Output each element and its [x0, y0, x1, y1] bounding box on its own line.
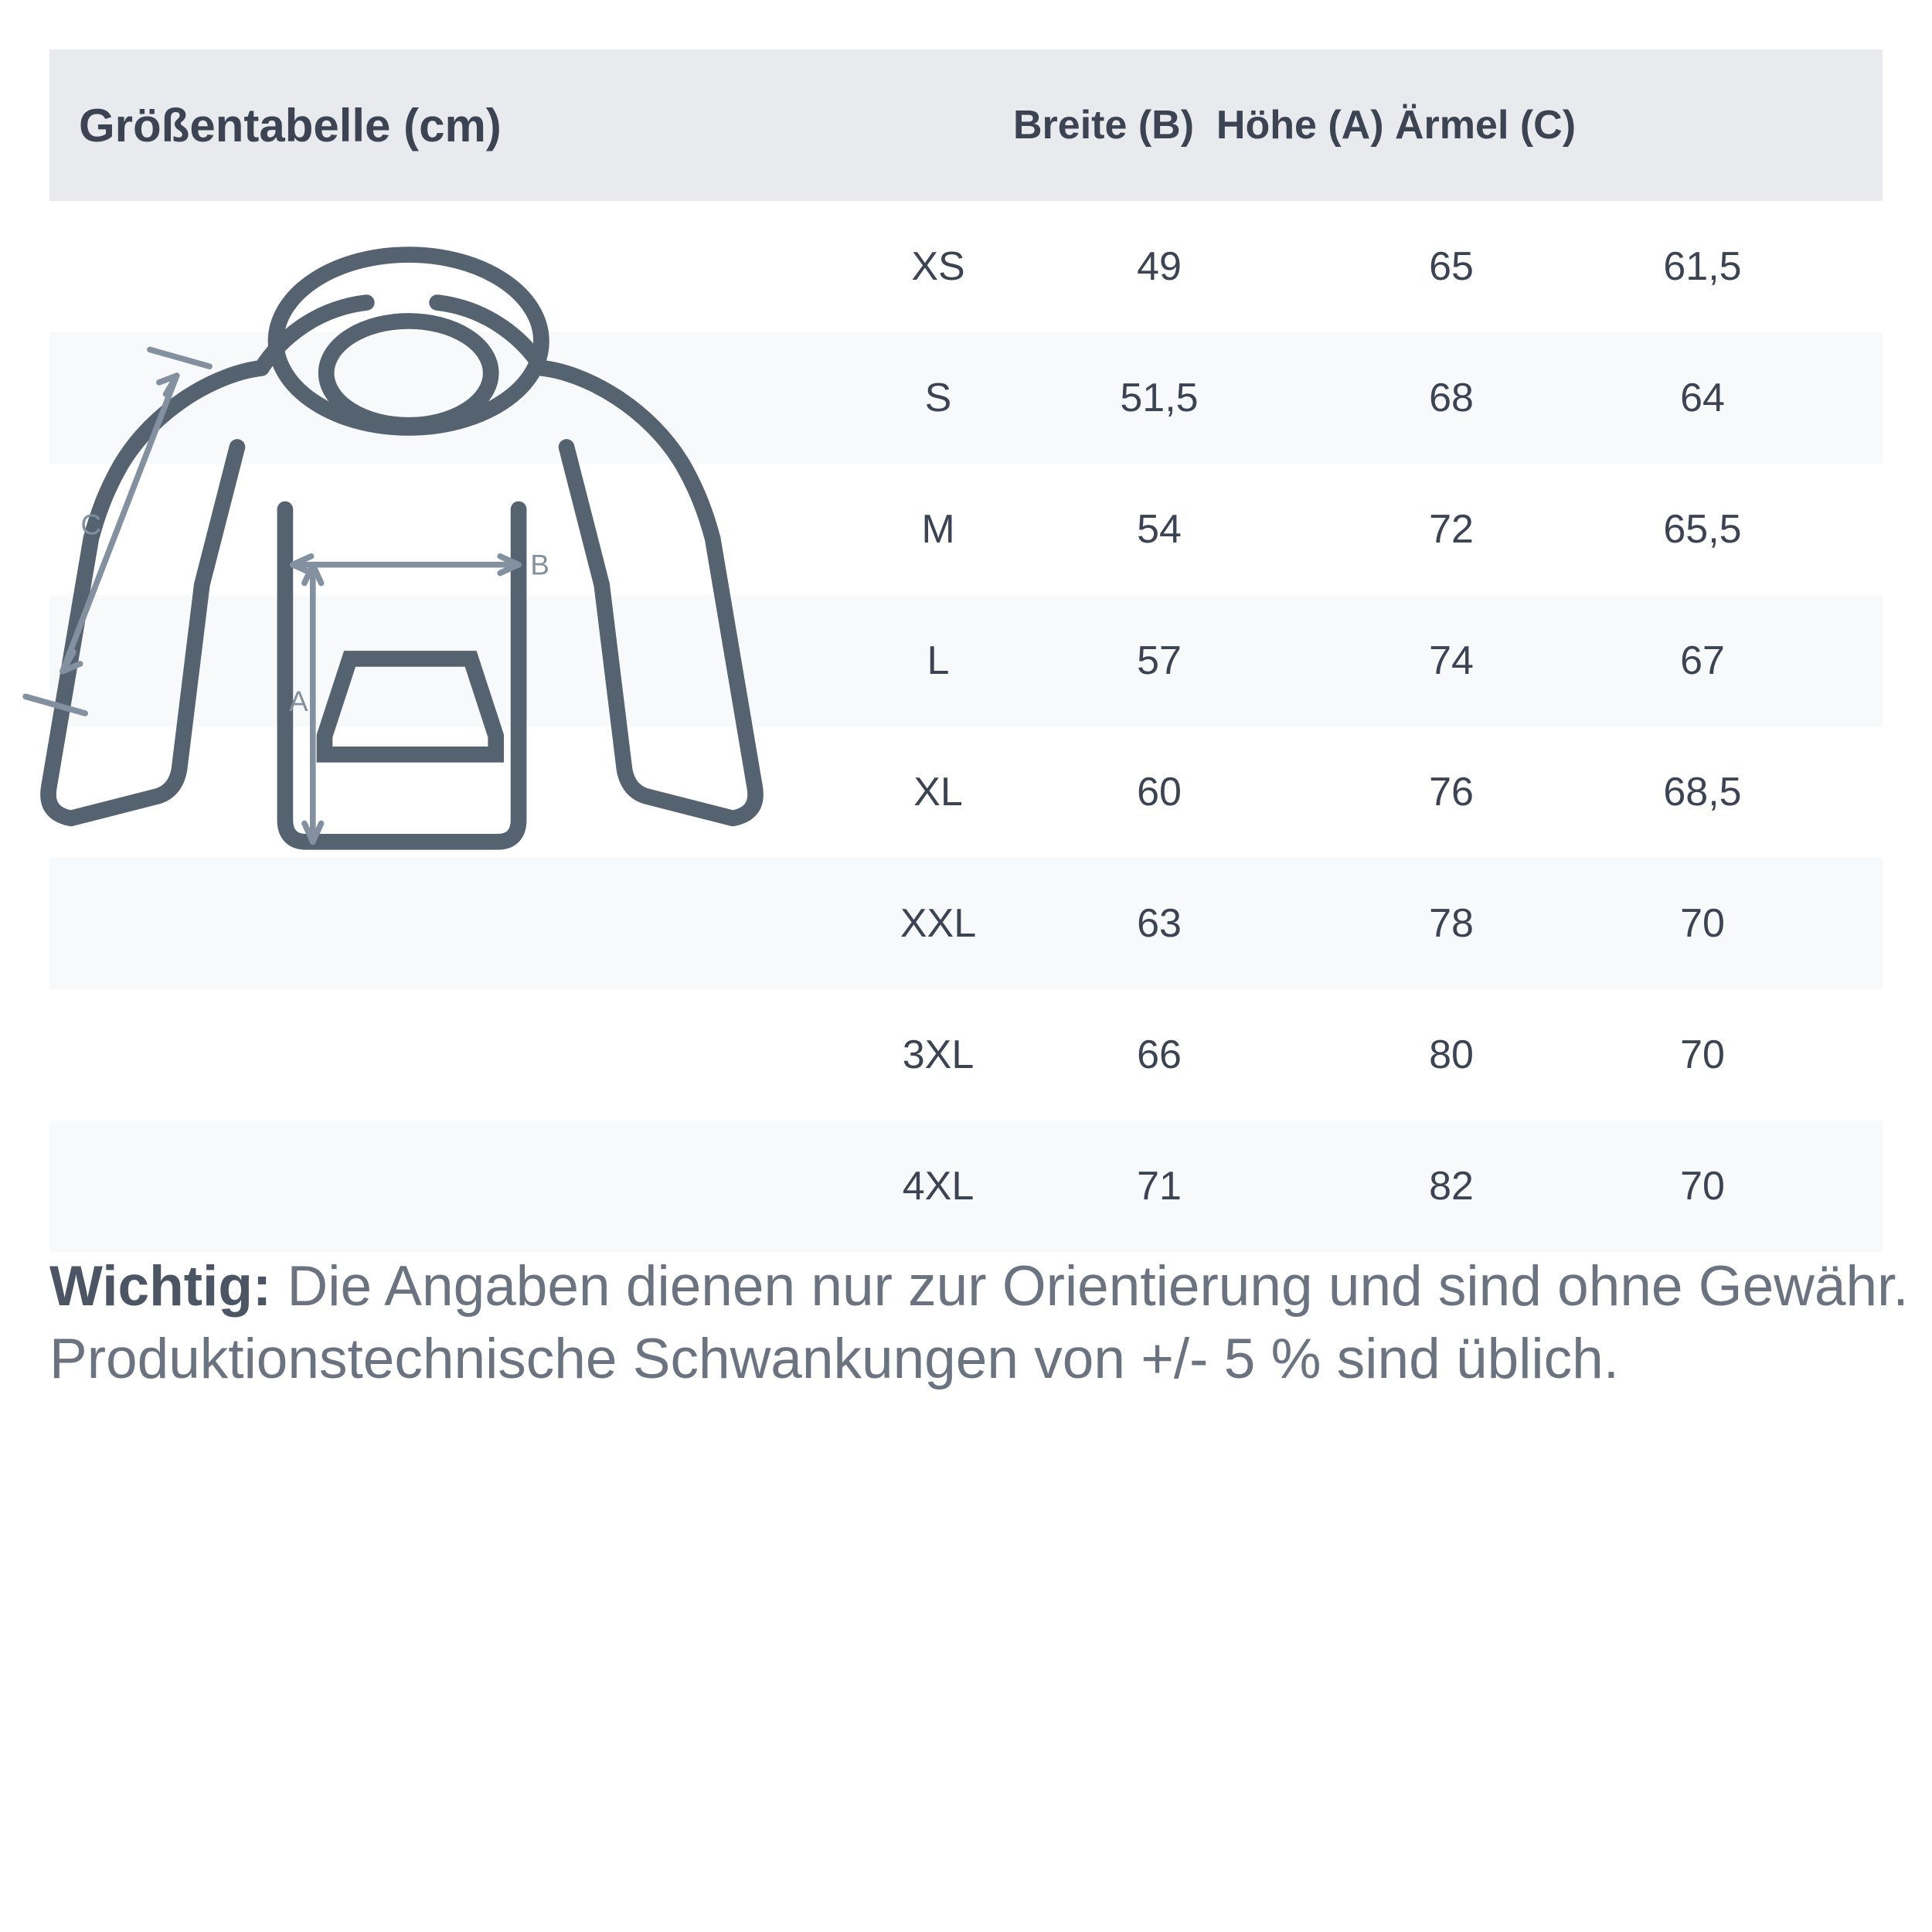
svg-text:C: C [80, 509, 101, 541]
svg-text:B: B [530, 549, 549, 581]
svg-text:A: A [289, 685, 308, 717]
